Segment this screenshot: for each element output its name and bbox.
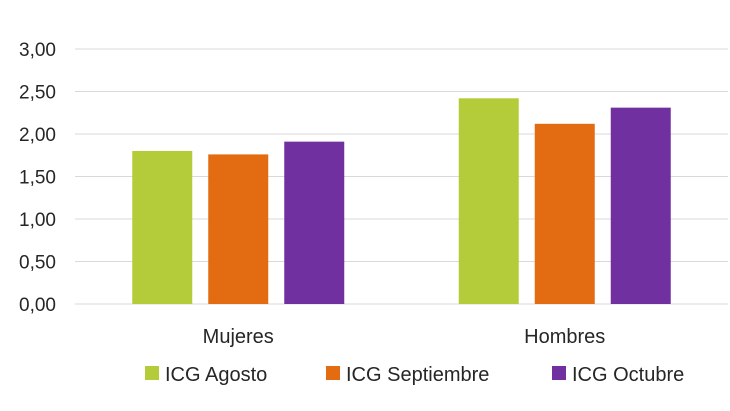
bar-hombres-2: [534, 123, 595, 304]
bar-mujeres-2: [208, 154, 269, 304]
y-tick-label: 3,00: [19, 40, 56, 61]
bar-hombres-3: [610, 107, 671, 305]
bars: [132, 98, 671, 305]
legend-swatch: [145, 366, 159, 380]
y-tick-label: 1,00: [19, 210, 56, 231]
y-tick-label: 1,50: [19, 168, 56, 189]
legend-label: ICG Agosto: [165, 364, 267, 386]
bar-mujeres-1: [132, 151, 193, 304]
category-label: Mujeres: [203, 326, 274, 348]
y-tick-label: 0,00: [19, 295, 56, 316]
legend-swatch: [326, 366, 340, 380]
legend-label: ICG Septiembre: [346, 364, 489, 386]
bar-hombres-1: [458, 98, 519, 304]
y-tick-label: 0,50: [19, 253, 56, 274]
legend: ICG Agosto ICG Septiembre ICG Octubre: [145, 364, 684, 386]
legend-label: ICG Octubre: [572, 364, 684, 386]
legend-swatch: [552, 366, 566, 380]
y-axis-ticks: 0,00 0,50 1,00 1,50 2,00 2,50 3,00: [19, 40, 56, 316]
category-label: Hombres: [524, 326, 605, 348]
y-tick-label: 2,00: [19, 125, 56, 146]
x-axis-categories: Mujeres Hombres: [203, 326, 606, 348]
bar-mujeres-3: [284, 141, 345, 304]
y-tick-label: 2,50: [19, 83, 56, 104]
